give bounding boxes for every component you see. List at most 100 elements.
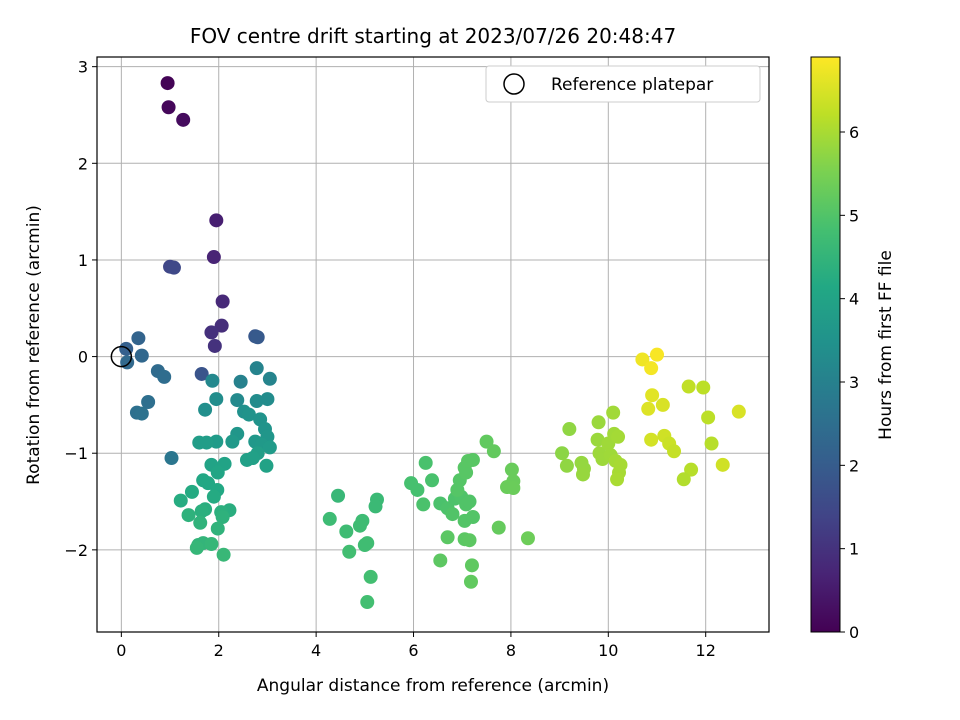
data-point: [644, 361, 659, 376]
data-point: [342, 544, 357, 559]
data-point: [206, 250, 221, 265]
data-point: [157, 369, 172, 384]
data-point: [210, 521, 225, 536]
scatter-points: [119, 76, 746, 610]
data-point: [504, 462, 519, 477]
x-tick-label: 12: [696, 641, 716, 660]
data-point: [207, 338, 222, 353]
x-tick-label: 2: [214, 641, 224, 660]
data-point: [644, 432, 659, 447]
data-point: [416, 497, 431, 512]
colorbar-tick-label: 0: [849, 623, 859, 642]
x-tick-label: 6: [408, 641, 418, 660]
y-tick-label: 0: [78, 348, 88, 367]
data-point: [250, 330, 265, 345]
data-point: [363, 569, 378, 584]
y-axis-label: Rotation from reference (arcmin): [24, 205, 44, 485]
data-point: [731, 404, 746, 419]
data-point: [339, 524, 354, 539]
data-point: [233, 374, 248, 389]
y-tick-label: −1: [64, 444, 88, 463]
data-point: [230, 393, 245, 408]
data-point: [645, 388, 660, 403]
data-point: [425, 473, 440, 488]
data-point: [486, 444, 501, 459]
colorbar-ticks: 0 1 2 3 4 5 6: [840, 123, 859, 642]
x-tick-label: 4: [311, 641, 321, 660]
data-point: [445, 507, 460, 522]
x-tick-label: 8: [506, 641, 516, 660]
data-point: [205, 373, 220, 388]
data-point: [141, 395, 156, 409]
x-tick-label: 0: [116, 641, 126, 660]
reference-platepar-marker: [110, 345, 133, 368]
data-point: [199, 435, 214, 450]
data-point: [650, 347, 664, 362]
colorbar-tick-label: 3: [849, 373, 859, 392]
data-point: [209, 213, 224, 228]
data-point: [160, 76, 175, 91]
data-point: [575, 467, 590, 482]
data-point: [189, 540, 204, 555]
data-point: [193, 515, 208, 530]
data-point: [204, 325, 219, 340]
data-point: [357, 538, 372, 553]
data-point: [249, 394, 264, 409]
data-point: [215, 294, 230, 309]
colorbar-tick-label: 5: [849, 206, 859, 225]
data-point: [262, 371, 277, 386]
data-point: [241, 407, 256, 422]
data-point: [610, 472, 625, 487]
colorbar-label: Hours from first FF file: [876, 250, 896, 440]
data-point: [204, 537, 219, 552]
data-point: [176, 112, 191, 127]
data-point: [209, 392, 224, 407]
data-point: [134, 406, 149, 421]
x-tick-label: 10: [598, 641, 618, 660]
data-point: [655, 397, 670, 412]
data-point: [410, 482, 425, 497]
data-point: [214, 318, 229, 333]
legend-entry-reference-platepar: Reference platepar: [551, 75, 713, 95]
data-point: [164, 451, 179, 466]
data-point: [161, 100, 176, 115]
data-point: [194, 504, 209, 519]
x-axis-ticks: 0 2 4 6 8 10 12: [116, 632, 716, 660]
data-point: [433, 553, 448, 568]
chart-title: FOV centre drift starting at 2023/07/26 …: [190, 24, 676, 48]
data-point: [591, 415, 606, 430]
data-point: [216, 547, 231, 562]
data-point: [166, 260, 181, 275]
data-point: [184, 484, 199, 499]
y-tick-label: 3: [78, 58, 88, 77]
data-point: [684, 462, 699, 477]
legend-marker-icon: [503, 73, 525, 95]
colorbar-tick-label: 4: [849, 290, 859, 309]
data-point: [352, 518, 367, 533]
data-point: [360, 595, 375, 610]
data-point: [715, 457, 730, 472]
data-point: [245, 451, 260, 466]
data-point: [260, 392, 275, 407]
data-point: [249, 361, 264, 376]
data-point: [562, 422, 577, 437]
data-point: [259, 458, 274, 473]
data-point: [440, 530, 455, 545]
data-point: [215, 510, 230, 524]
data-point: [225, 434, 240, 449]
colorbar-tick-label: 2: [849, 456, 859, 475]
data-point: [134, 348, 149, 363]
y-tick-label: 2: [78, 154, 88, 173]
data-point: [173, 493, 188, 508]
data-point: [681, 379, 696, 394]
data-point: [462, 494, 477, 509]
data-point: [331, 488, 346, 503]
colorbar-tick-label: 6: [849, 123, 859, 142]
data-point: [465, 452, 480, 467]
data-point: [491, 520, 506, 535]
data-point: [131, 331, 146, 346]
data-point: [611, 429, 626, 444]
data-point: [641, 401, 656, 416]
data-point: [465, 510, 480, 524]
